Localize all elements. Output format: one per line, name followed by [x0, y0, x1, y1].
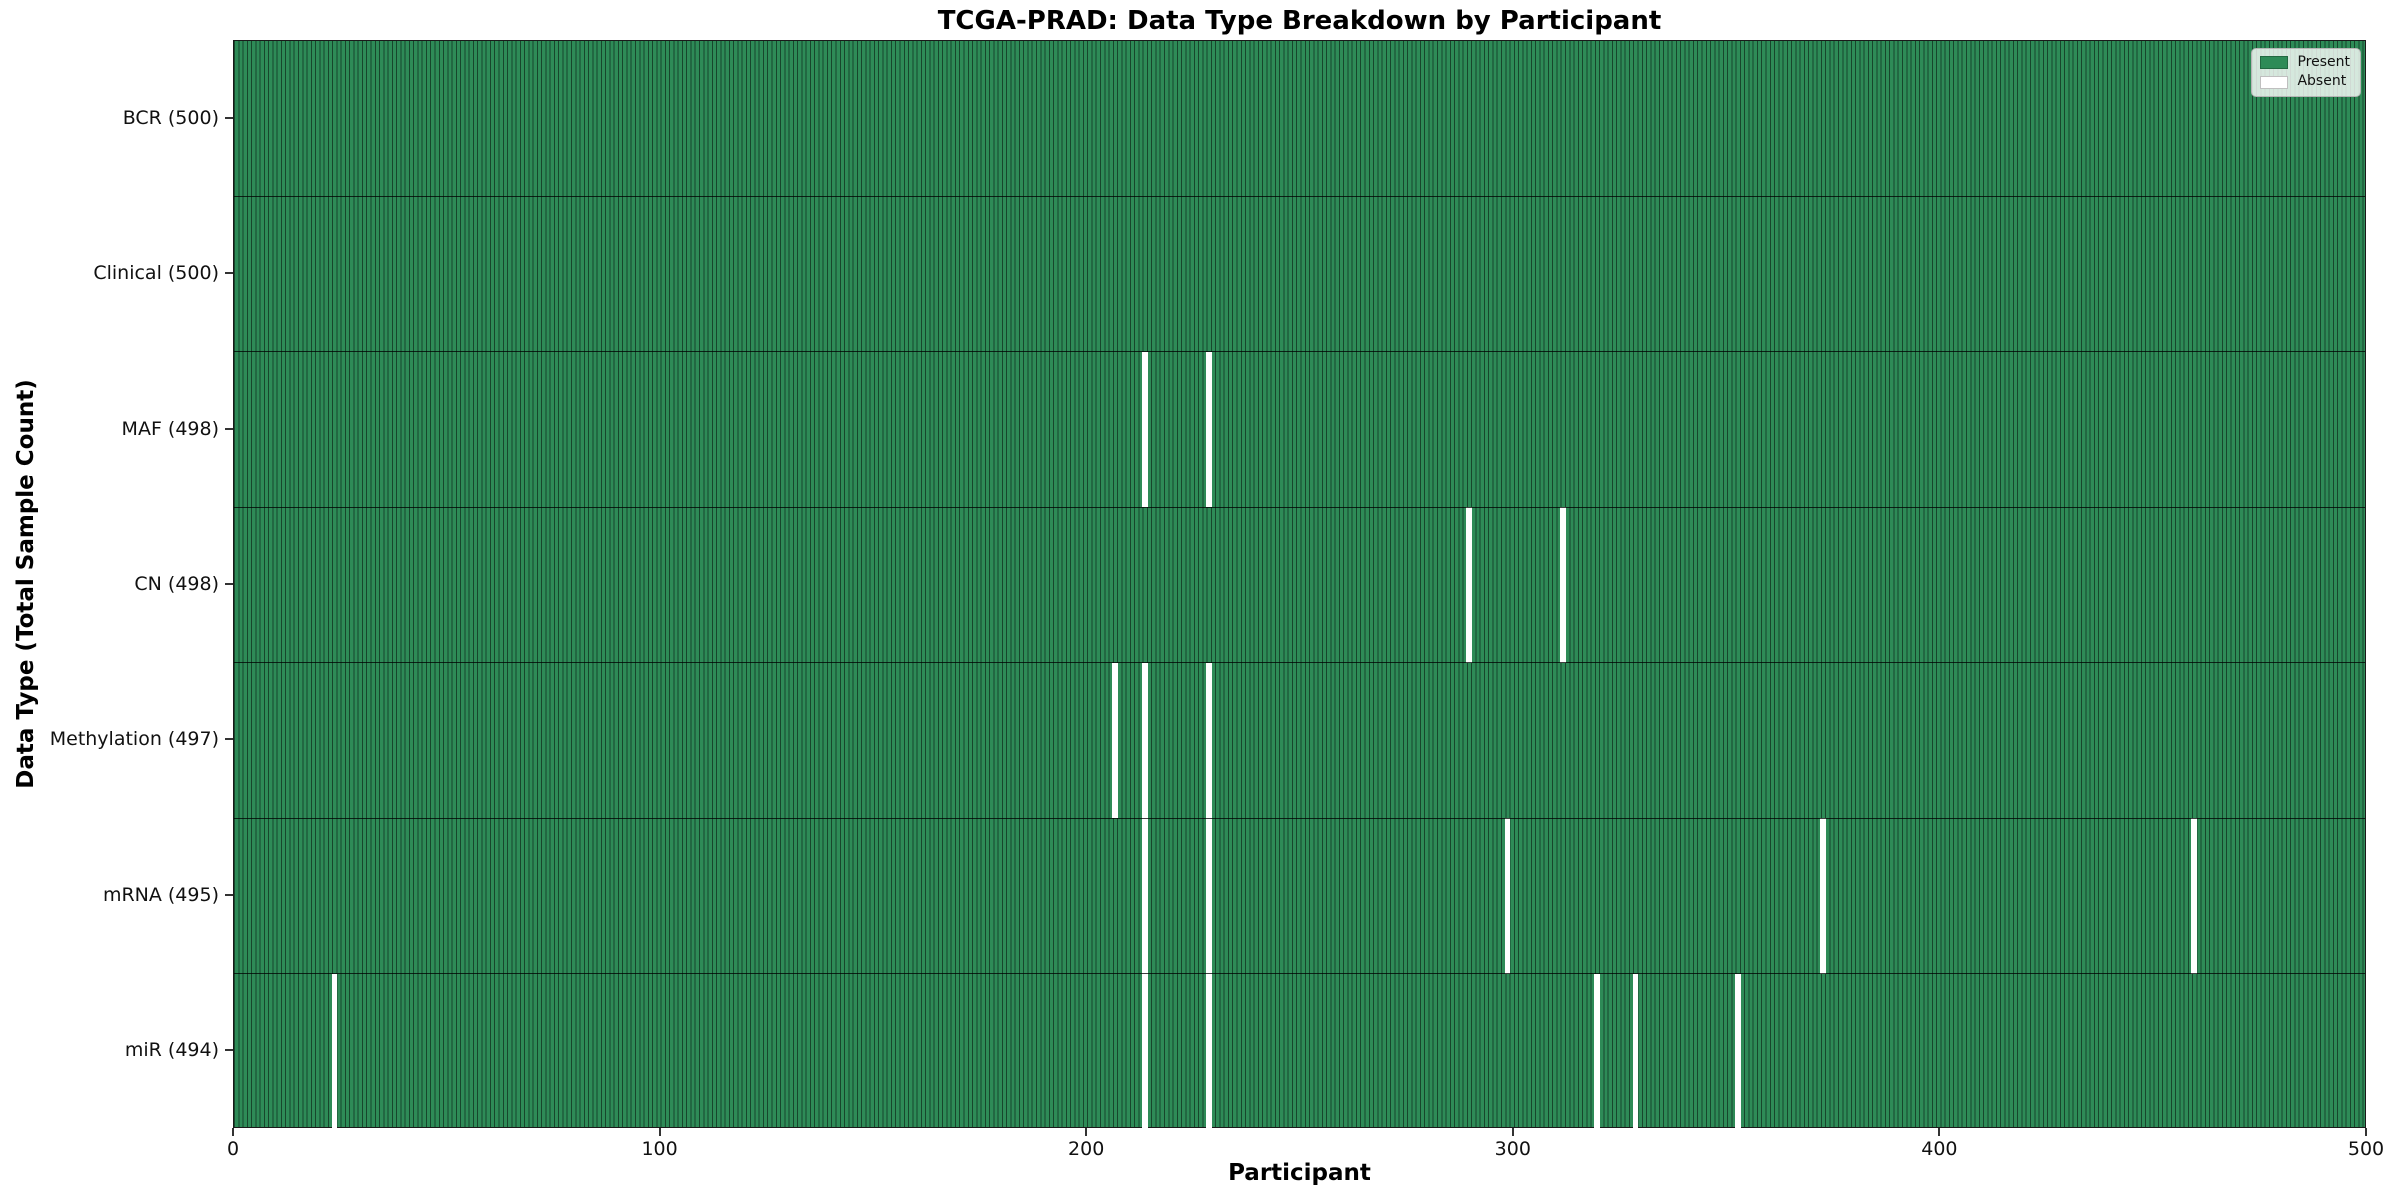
ytick-label-miR: miR (494)	[124, 1039, 219, 1062]
xtick-label-400: 400	[1921, 1138, 1958, 1160]
absent-cell-Methylation-228	[1206, 662, 1212, 819]
absent-cell-mRNA-459	[2191, 818, 2197, 974]
ytick-mark	[225, 583, 233, 585]
ytick-mark	[225, 1049, 233, 1052]
absent-cell-mRNA-228	[1206, 818, 1212, 974]
xtick-label-100: 100	[641, 1138, 678, 1160]
row-divider	[234, 195, 2365, 197]
xtick-label-200: 200	[1068, 1138, 1105, 1160]
xtick-mark	[1085, 1128, 1088, 1136]
absent-cell-miR-213	[1142, 973, 1148, 1129]
ytick-label-CN: CN (498)	[134, 573, 219, 595]
present-swatch-icon	[2260, 56, 2289, 70]
absent-cell-miR-352	[1735, 973, 1741, 1129]
legend-label-present: Present	[2297, 54, 2350, 70]
ytick-mark	[225, 272, 233, 275]
ytick-label-mRNA: mRNA (495)	[102, 883, 219, 906]
row-divider	[234, 506, 2365, 508]
x-axis-label: Participant	[1228, 1160, 1371, 1186]
xtick-mark	[1938, 1128, 1941, 1136]
xtick-mark	[1511, 1128, 1514, 1136]
row-divider	[234, 662, 2365, 664]
ytick-label-MAF: MAF (498)	[121, 417, 219, 440]
ytick-mark	[225, 427, 233, 430]
absent-cell-mRNA-372	[1820, 818, 1826, 974]
xtick-label-300: 300	[1494, 1138, 1531, 1160]
row-divider	[234, 351, 2365, 353]
y-axis: BCR (500) Clinical (500) MAF (498) CN (498)…	[0, 0, 219, 1200]
absent-cell-miR-23	[331, 973, 338, 1129]
legend-entry-absent: Absent	[2260, 73, 2350, 90]
legend: Present Absent	[2251, 48, 2361, 97]
absent-swatch-icon	[2260, 75, 2289, 89]
absent-cell-miR-328	[1632, 973, 1639, 1129]
absent-cell-MAF-213	[1142, 351, 1148, 508]
xtick-mark	[658, 1128, 661, 1136]
chart-title: TCGA-PRAD: Data Type Breakdown by Partic…	[937, 6, 1662, 36]
absent-cell-miR-228	[1206, 973, 1212, 1129]
row-divider	[234, 817, 2365, 819]
absent-cell-miR-319	[1594, 973, 1600, 1129]
ytick-label-Methylation: Methylation (497)	[49, 728, 219, 751]
absent-cell-CN-289	[1466, 507, 1472, 663]
ytick-mark	[225, 738, 233, 741]
legend-label-absent: Absent	[2297, 73, 2347, 90]
ytick-mark	[225, 116, 233, 119]
plot-area: Present Absent	[233, 40, 2366, 1129]
xtick-mark	[232, 1128, 234, 1136]
ytick-mark	[225, 893, 233, 896]
absent-cell-mRNA-213	[1142, 818, 1148, 974]
xtick-mark	[2365, 1128, 2367, 1136]
absent-cell-Methylation-213	[1142, 662, 1148, 819]
absent-cell-Methylation-206	[1112, 662, 1118, 819]
absent-cell-MAF-228	[1206, 351, 1212, 508]
xtick-label-500: 500	[2347, 1138, 2385, 1160]
absent-cell-CN-311	[1560, 507, 1566, 663]
xtick-label-0: 0	[226, 1138, 240, 1160]
absent-cell-mRNA-298	[1504, 818, 1511, 974]
legend-entry-present: Present	[2260, 54, 2350, 70]
row-divider	[234, 973, 2365, 975]
ytick-label-Clinical: Clinical (500)	[93, 262, 219, 285]
ytick-label-BCR: BCR (500)	[122, 106, 219, 129]
